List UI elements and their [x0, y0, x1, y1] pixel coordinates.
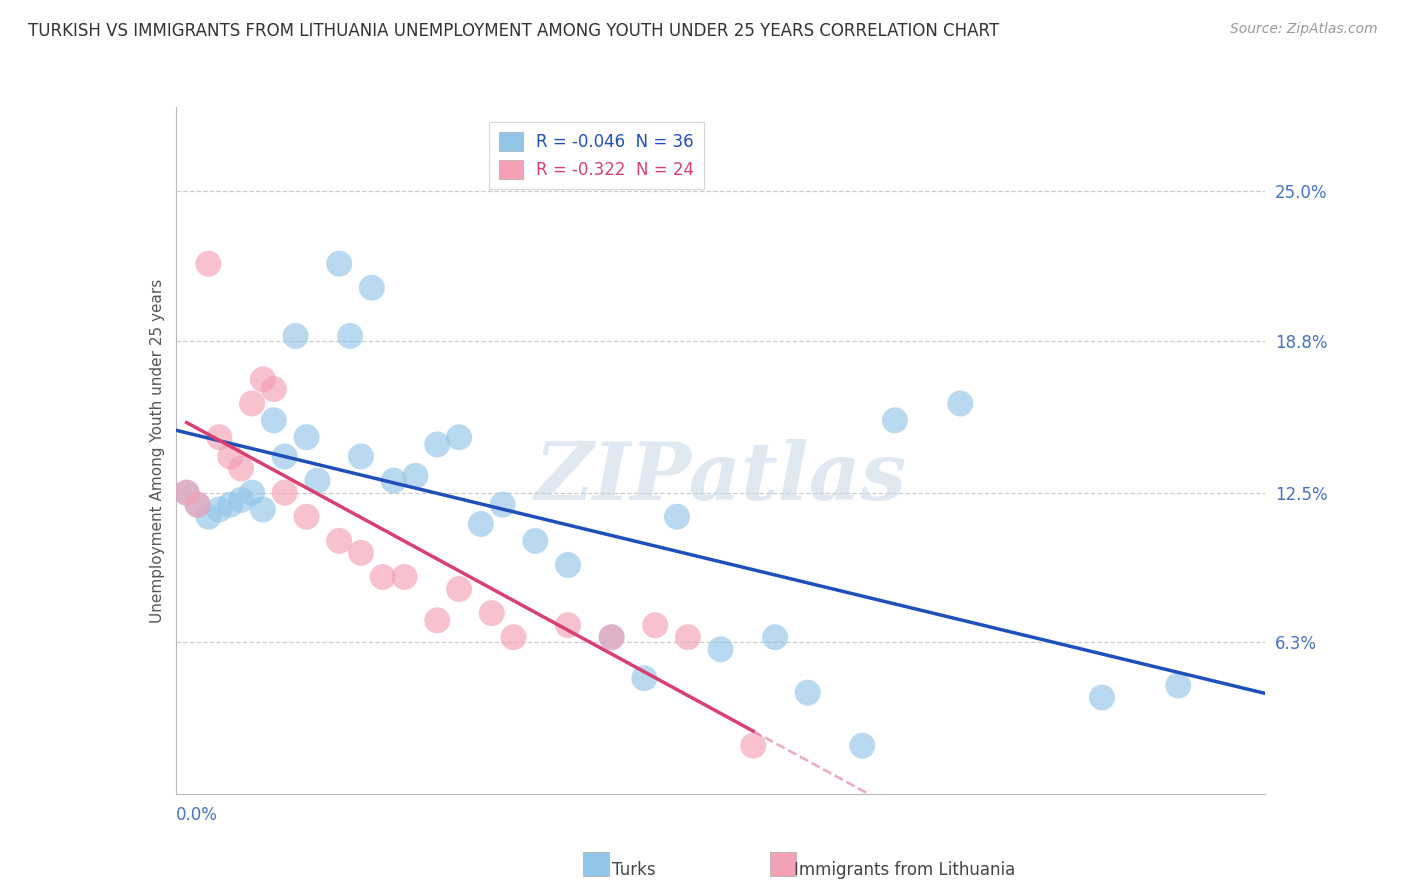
- Point: [666, 509, 689, 524]
- Point: [263, 413, 285, 427]
- Point: [557, 558, 579, 572]
- Point: [763, 630, 786, 644]
- Point: [470, 516, 492, 531]
- Point: [176, 485, 198, 500]
- Y-axis label: Unemployment Among Youth under 25 years: Unemployment Among Youth under 25 years: [149, 278, 165, 623]
- Point: [710, 642, 733, 657]
- Text: Turks: Turks: [591, 861, 655, 879]
- Point: [1167, 678, 1189, 692]
- Point: [405, 468, 427, 483]
- Point: [328, 533, 350, 548]
- Text: Source: ZipAtlas.com: Source: ZipAtlas.com: [1230, 22, 1378, 37]
- Point: [186, 498, 209, 512]
- Point: [360, 281, 382, 295]
- Point: [949, 396, 972, 410]
- Point: [350, 546, 373, 560]
- Point: [307, 474, 329, 488]
- Point: [382, 474, 405, 488]
- Point: [328, 257, 350, 271]
- Point: [274, 450, 297, 464]
- Point: [524, 533, 547, 548]
- Point: [295, 430, 318, 444]
- Point: [797, 686, 820, 700]
- Point: [295, 509, 318, 524]
- Point: [240, 396, 263, 410]
- Text: TURKISH VS IMMIGRANTS FROM LITHUANIA UNEMPLOYMENT AMONG YOUTH UNDER 25 YEARS COR: TURKISH VS IMMIGRANTS FROM LITHUANIA UNE…: [28, 22, 1000, 40]
- Point: [481, 606, 503, 620]
- Point: [394, 570, 416, 584]
- Point: [600, 630, 623, 644]
- Point: [197, 257, 219, 271]
- Point: [676, 630, 699, 644]
- Point: [426, 613, 449, 627]
- Text: ZIPatlas: ZIPatlas: [534, 439, 907, 516]
- Point: [644, 618, 666, 632]
- Point: [252, 372, 274, 386]
- Point: [426, 437, 449, 451]
- Point: [742, 739, 765, 753]
- Point: [219, 498, 242, 512]
- Point: [263, 382, 285, 396]
- Point: [851, 739, 873, 753]
- Point: [231, 461, 253, 475]
- Point: [557, 618, 579, 632]
- Point: [350, 450, 373, 464]
- Point: [371, 570, 394, 584]
- Point: [208, 430, 231, 444]
- Legend: R = -0.046  N = 36, R = -0.322  N = 24: R = -0.046 N = 36, R = -0.322 N = 24: [489, 122, 704, 189]
- Point: [176, 485, 198, 500]
- Point: [339, 329, 361, 343]
- Point: [884, 413, 907, 427]
- Point: [633, 671, 655, 685]
- Text: Immigrants from Lithuania: Immigrants from Lithuania: [773, 861, 1015, 879]
- Point: [1091, 690, 1114, 705]
- Point: [186, 498, 209, 512]
- Point: [208, 502, 231, 516]
- Point: [274, 485, 297, 500]
- Point: [240, 485, 263, 500]
- Point: [447, 430, 470, 444]
- Text: 0.0%: 0.0%: [176, 806, 218, 824]
- Point: [600, 630, 623, 644]
- Point: [219, 450, 242, 464]
- Point: [252, 502, 274, 516]
- Point: [284, 329, 307, 343]
- Point: [197, 509, 219, 524]
- Point: [447, 582, 470, 596]
- Point: [231, 492, 253, 507]
- Point: [502, 630, 524, 644]
- Point: [492, 498, 515, 512]
